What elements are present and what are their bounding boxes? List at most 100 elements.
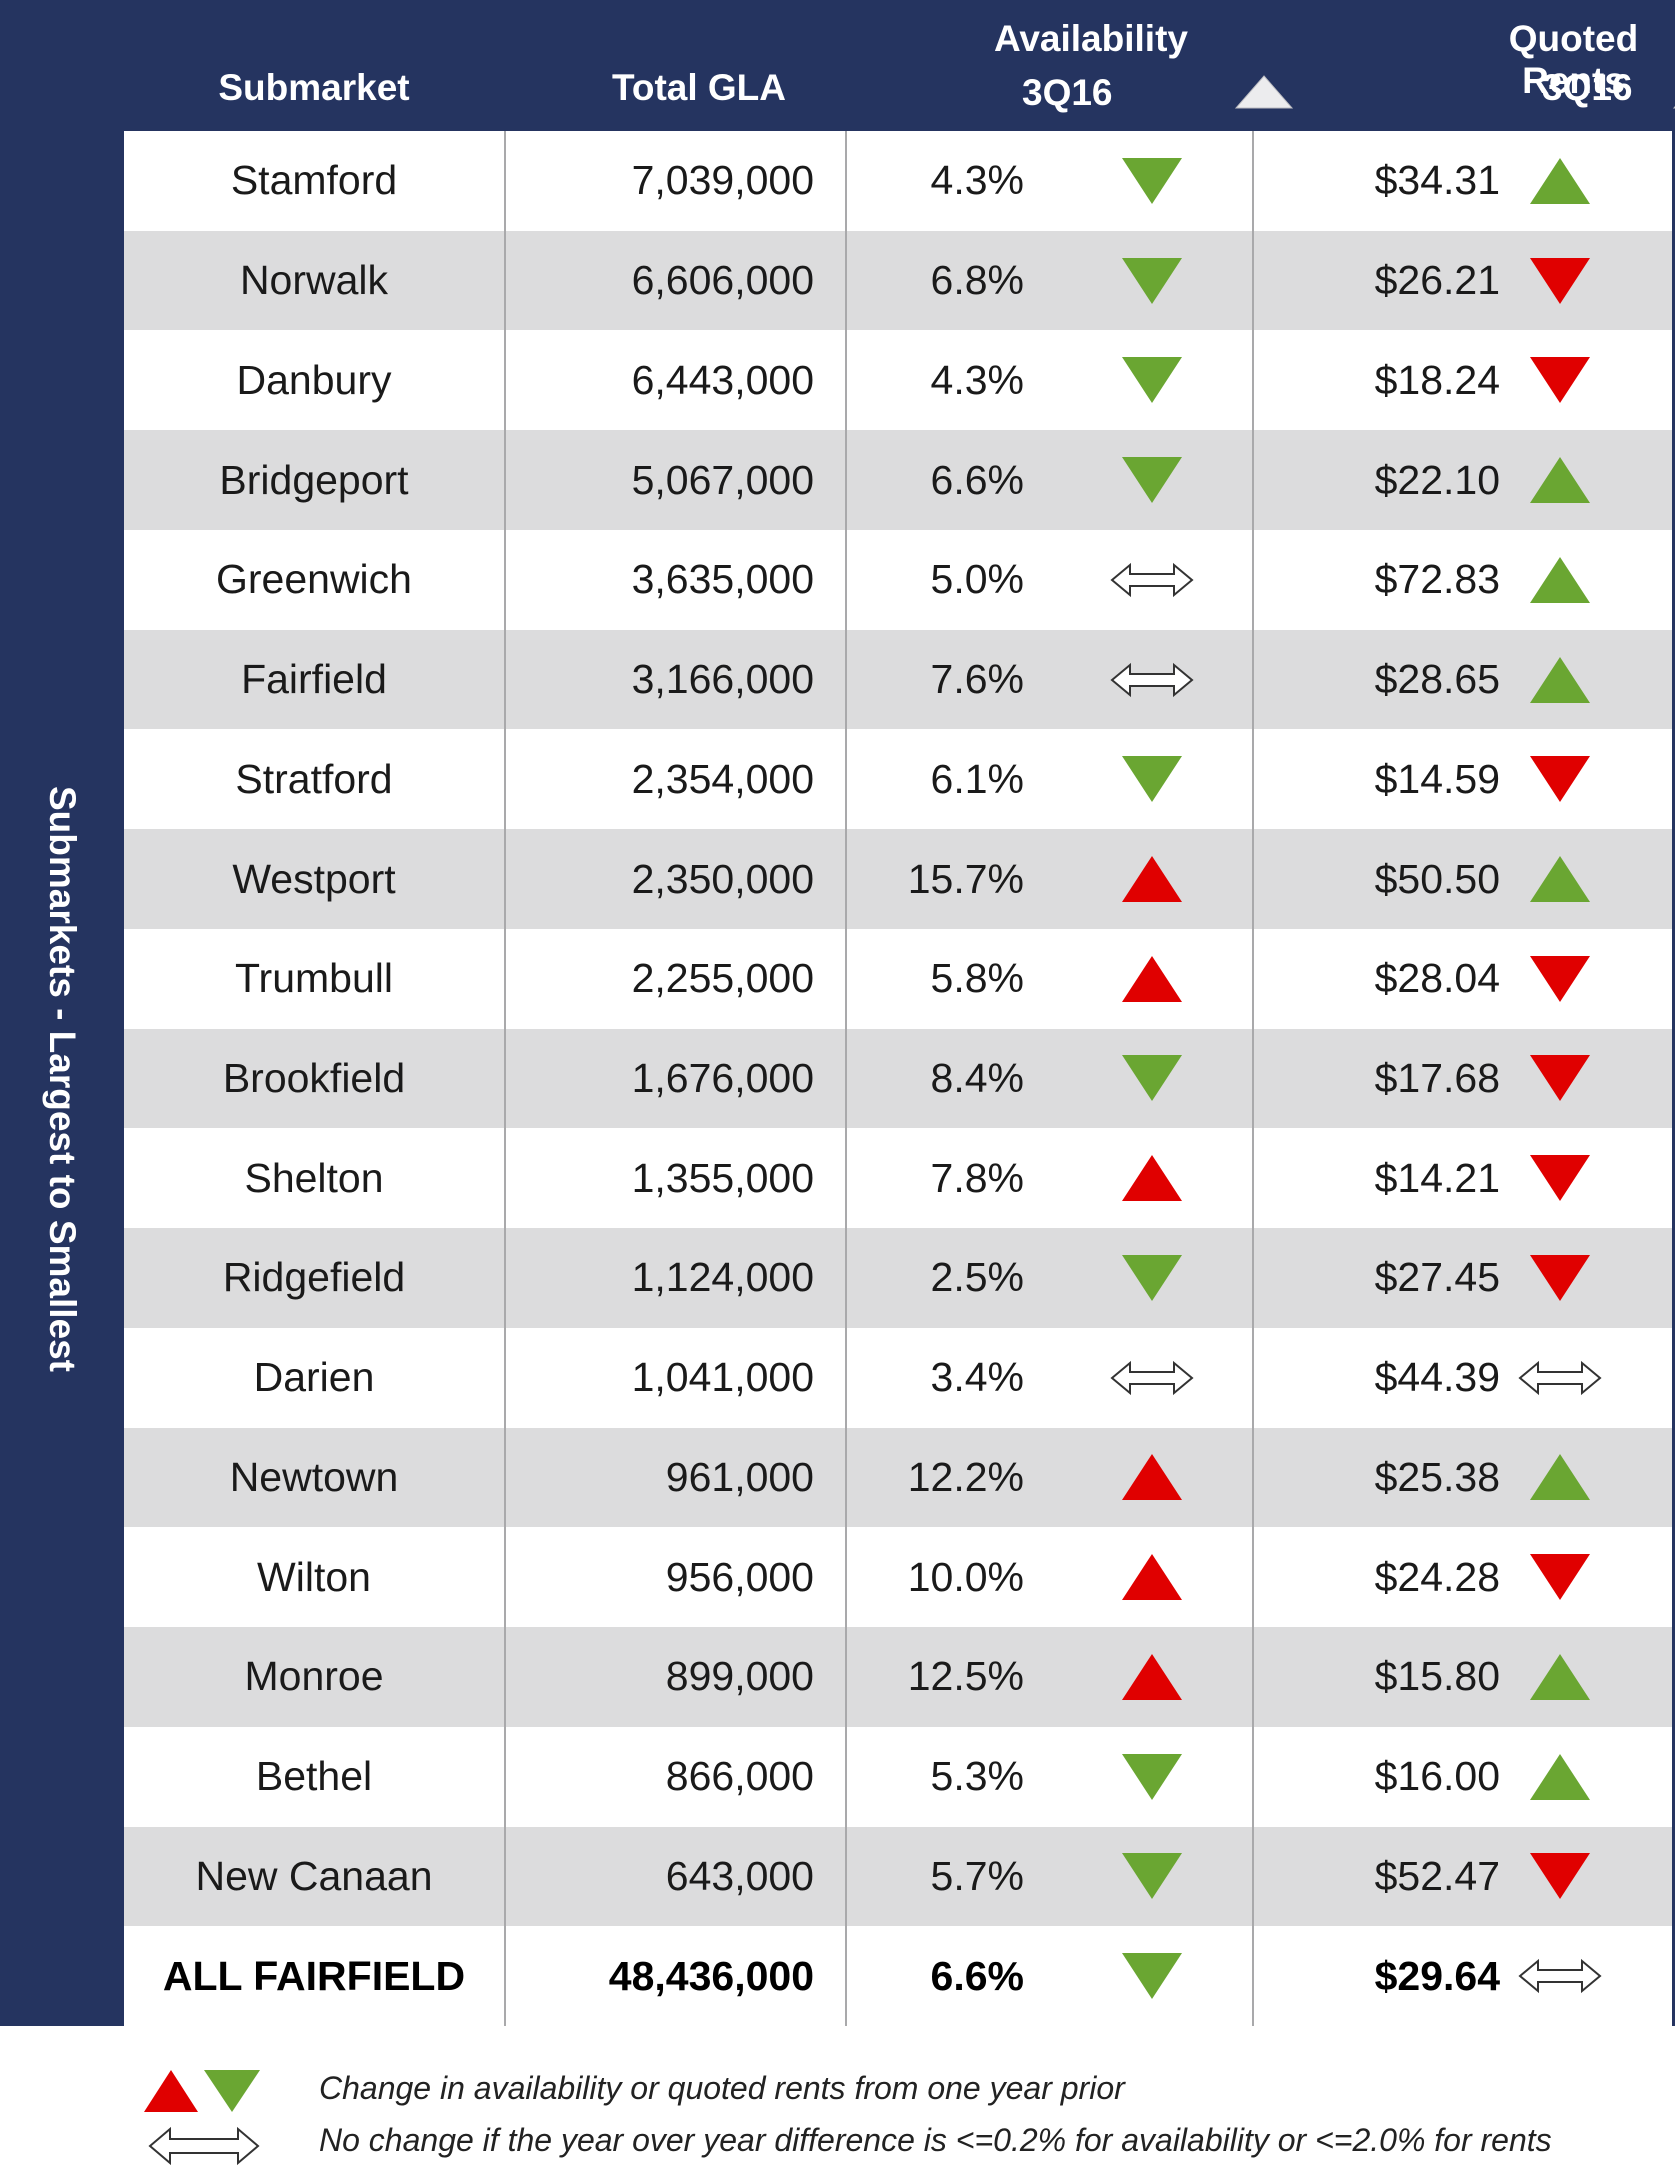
header-submarket: Submarket (124, 0, 504, 131)
availability-cell: 12.5% (894, 1627, 1024, 1727)
availability-cell-text: 2.5% (930, 1254, 1024, 1301)
table-row: Brookfield 1,676,000 8.4% $17.68 (124, 1028, 1672, 1129)
gla-cell: 3,635,000 (504, 530, 894, 630)
gla-cell: 2,354,000 (504, 729, 894, 829)
submarket-cell: Wilton (124, 1527, 504, 1627)
availability-cell: 5.8% (894, 929, 1024, 1029)
gla-cell-text: 6,606,000 (631, 257, 814, 304)
availability-triangle-up-red-icon (1122, 1452, 1182, 1502)
submarket-cell: Stamford (124, 131, 504, 231)
header-submarket-label: Submarket (218, 67, 410, 108)
availability-triangle-up-red-icon (1122, 1652, 1182, 1702)
rent-cell-text: $29.64 (1374, 1952, 1500, 1999)
gla-cell-text: 2,255,000 (631, 955, 814, 1002)
rent-cell-text: $52.47 (1374, 1852, 1500, 1899)
availability-triangle-down-green-icon (1122, 256, 1182, 306)
availability-cell-text: 5.7% (930, 1852, 1024, 1899)
availability-triangle-up-red-icon (1122, 854, 1182, 904)
gla-cell: 899,000 (504, 1627, 894, 1727)
side-label: Submarkets - Largest to Smallest (0, 131, 124, 2026)
gla-cell-text: 48,436,000 (608, 1952, 814, 1999)
table-row: Stamford 7,039,000 4.3% $34.31 (124, 131, 1672, 231)
submarket-cell: Monroe (124, 1627, 504, 1727)
no-change-arrow-icon (148, 2126, 260, 2166)
availability-triangle-down-green-icon (1122, 455, 1182, 505)
gla-cell: 956,000 (504, 1527, 894, 1627)
rent-cell: $44.39 (1300, 1328, 1500, 1428)
rent-cell-text: $44.39 (1374, 1354, 1500, 1401)
legend-change-text: Change in availability or quoted rents f… (319, 2070, 1125, 2106)
submarket-cell: Fairfield (124, 630, 504, 730)
rent-triangle-up-green-icon (1530, 455, 1590, 505)
rent-cell: $18.24 (1300, 330, 1500, 430)
rent-cell: $22.10 (1300, 430, 1500, 530)
availability-cell: 6.1% (894, 729, 1024, 829)
submarket-cell: Bridgeport (124, 430, 504, 530)
submarket-cell: Ridgefield (124, 1228, 504, 1328)
availability-triangle-down-green-icon (1122, 1253, 1182, 1303)
rent-cell: $24.28 (1300, 1527, 1500, 1627)
availability-cell: 7.6% (894, 630, 1024, 730)
rent-cell: $28.04 (1300, 929, 1500, 1029)
availability-cell-text: 6.6% (930, 456, 1024, 503)
availability-cell: 6.8% (894, 231, 1024, 331)
rent-cell-text: $34.31 (1374, 157, 1500, 204)
submarket-cell-text: Norwalk (239, 257, 389, 304)
availability-cell-text: 6.6% (930, 1952, 1024, 1999)
gla-cell: 1,124,000 (504, 1228, 894, 1328)
rent-cell: $27.45 (1300, 1228, 1500, 1328)
submarket-cell-text: Ridgefield (222, 1254, 406, 1301)
header-rents-label: Quoted Rents (1508, 18, 1639, 101)
availability-cell: 6.6% (894, 1926, 1024, 2026)
rent-triangle-down-red-icon (1530, 1552, 1590, 1602)
gla-cell: 961,000 (504, 1428, 894, 1528)
gla-cell: 1,676,000 (504, 1029, 894, 1129)
submarket-cell-text: Bridgeport (219, 456, 409, 503)
submarket-cell-text: Bethel (255, 1753, 373, 1800)
gla-cell: 7,039,000 (504, 131, 894, 231)
gla-cell-text: 3,635,000 (631, 556, 814, 603)
rent-cell-text: $16.00 (1374, 1753, 1500, 1800)
availability-cell: 4.3% (894, 330, 1024, 430)
rent-triangle-down-red-icon (1530, 1851, 1590, 1901)
rent-cell: $25.38 (1300, 1428, 1500, 1528)
header-availability: Availability 3Q16 (894, 0, 1300, 131)
data-table: Stamford 7,039,000 4.3% $34.31 Norwalk 6,606,… (124, 131, 1672, 2026)
submarket-cell: Trumbull (124, 929, 504, 1029)
availability-cell: 2.5% (894, 1228, 1024, 1328)
gla-cell-text: 7,039,000 (631, 157, 814, 204)
rent-cell: $28.65 (1300, 630, 1500, 730)
availability-cell-text: 10.0% (907, 1553, 1024, 1600)
availability-cell: 3.4% (894, 1328, 1024, 1428)
availability-cell: 7.8% (894, 1128, 1024, 1228)
rent-triangle-down-red-icon (1530, 256, 1590, 306)
gla-cell: 5,067,000 (504, 430, 894, 530)
availability-no-change-arrow-icon (1110, 562, 1194, 598)
rent-triangle-up-green-icon (1530, 854, 1590, 904)
rent-cell: $52.47 (1300, 1827, 1500, 1927)
rent-cell-text: $14.21 (1374, 1154, 1500, 1201)
rent-no-change-arrow-icon (1518, 1958, 1602, 1994)
header-triangle-icon (1234, 75, 1294, 109)
rent-cell-text: $24.28 (1374, 1553, 1500, 1600)
availability-cell: 5.0% (894, 530, 1024, 630)
gla-cell-text: 1,355,000 (631, 1154, 814, 1201)
submarket-cell: Norwalk (124, 231, 504, 331)
rent-cell-text: $50.50 (1374, 855, 1500, 902)
table-frame: Submarkets - Largest to Smallest Submark… (0, 0, 1675, 2026)
total-row: ALL FAIRFIELD 48,436,000 6.6% $29.64 (124, 1926, 1672, 2026)
rent-cell-text: $26.21 (1374, 257, 1500, 304)
rent-cell: $34.31 (1300, 131, 1500, 231)
submarket-cell-text: Stamford (230, 157, 398, 204)
table-row: Westport 2,350,000 15.7% $50.50 (124, 829, 1672, 929)
availability-triangle-down-green-icon (1122, 355, 1182, 405)
up-down-triangles-icon (144, 2070, 260, 2112)
column-divider (1252, 131, 1254, 2026)
rent-no-change-arrow-icon (1518, 1360, 1602, 1396)
rent-cell: $17.68 (1300, 1029, 1500, 1129)
legend-no-change-text: No change if the year over year differen… (319, 2122, 1552, 2158)
gla-cell: 2,350,000 (504, 829, 894, 929)
header-availability-period: 3Q16 (1022, 72, 1113, 113)
gla-cell-text: 1,676,000 (631, 1054, 814, 1101)
gla-cell-text: 6,443,000 (631, 356, 814, 403)
